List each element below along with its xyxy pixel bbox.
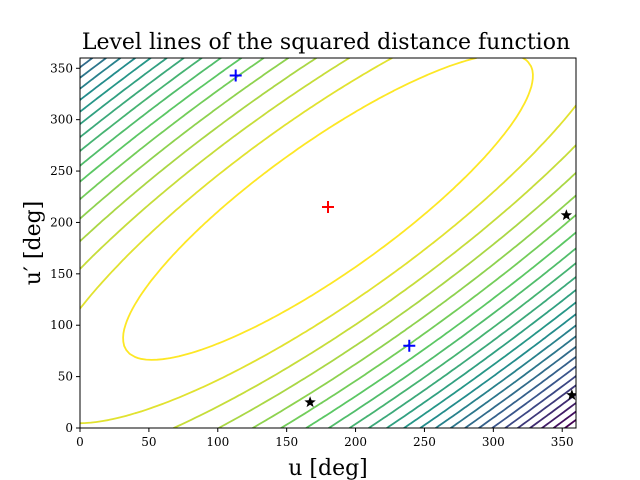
star-marker bbox=[566, 389, 576, 400]
contour-line bbox=[80, 58, 576, 428]
contour-line bbox=[80, 58, 576, 428]
x-axis-ticks: 0 50 100 150 200 250 300 350 bbox=[76, 428, 574, 449]
contour-line bbox=[122, 58, 534, 361]
x-tick-label: 250 bbox=[413, 435, 436, 449]
star-marker bbox=[560, 209, 573, 221]
contour-line bbox=[80, 58, 576, 428]
x-tick-label: 350 bbox=[551, 435, 574, 449]
y-tick-label: 200 bbox=[50, 215, 73, 229]
y-tick-label: 100 bbox=[50, 318, 73, 332]
y-tick-label: 0 bbox=[65, 421, 73, 435]
y-tick-label: 300 bbox=[50, 113, 73, 127]
markers-layer bbox=[229, 69, 576, 408]
x-axis-label: u [deg] bbox=[288, 456, 368, 480]
contour-line bbox=[504, 375, 576, 428]
x-tick-label: 150 bbox=[275, 435, 298, 449]
star-marker bbox=[304, 396, 316, 408]
contour-line bbox=[80, 58, 576, 428]
chart-title: Level lines of the squared distance func… bbox=[82, 30, 570, 55]
plot-background bbox=[80, 58, 576, 428]
x-tick-label: 100 bbox=[206, 435, 229, 449]
contour-line bbox=[80, 58, 576, 428]
contour-line bbox=[478, 355, 576, 428]
plus-marker bbox=[229, 69, 242, 82]
maximum-marker bbox=[322, 201, 334, 214]
contour-line bbox=[80, 58, 576, 428]
x-tick-label: 50 bbox=[141, 435, 156, 449]
y-tick-label: 50 bbox=[58, 370, 73, 384]
plot-frame bbox=[79, 57, 577, 429]
x-tick-label: 300 bbox=[482, 435, 505, 449]
contour-line bbox=[80, 58, 576, 428]
plus-marker bbox=[403, 339, 416, 352]
contour-line bbox=[80, 58, 576, 425]
y-axis-ticks: 0 50 100 150 200 250 300 350 bbox=[50, 61, 80, 435]
contour-line bbox=[80, 58, 576, 428]
y-tick-label: 350 bbox=[50, 61, 73, 75]
plot-area bbox=[80, 58, 576, 428]
x-tick-label: 0 bbox=[76, 435, 84, 449]
contour-line bbox=[516, 384, 576, 428]
y-tick-label: 150 bbox=[50, 267, 73, 281]
y-tick-label: 250 bbox=[50, 164, 73, 178]
contour-line bbox=[80, 58, 576, 428]
y-axis-label: u′ [deg] bbox=[21, 201, 46, 286]
x-tick-label: 200 bbox=[344, 435, 367, 449]
contour-line bbox=[564, 418, 576, 428]
contour-line bbox=[80, 58, 576, 428]
